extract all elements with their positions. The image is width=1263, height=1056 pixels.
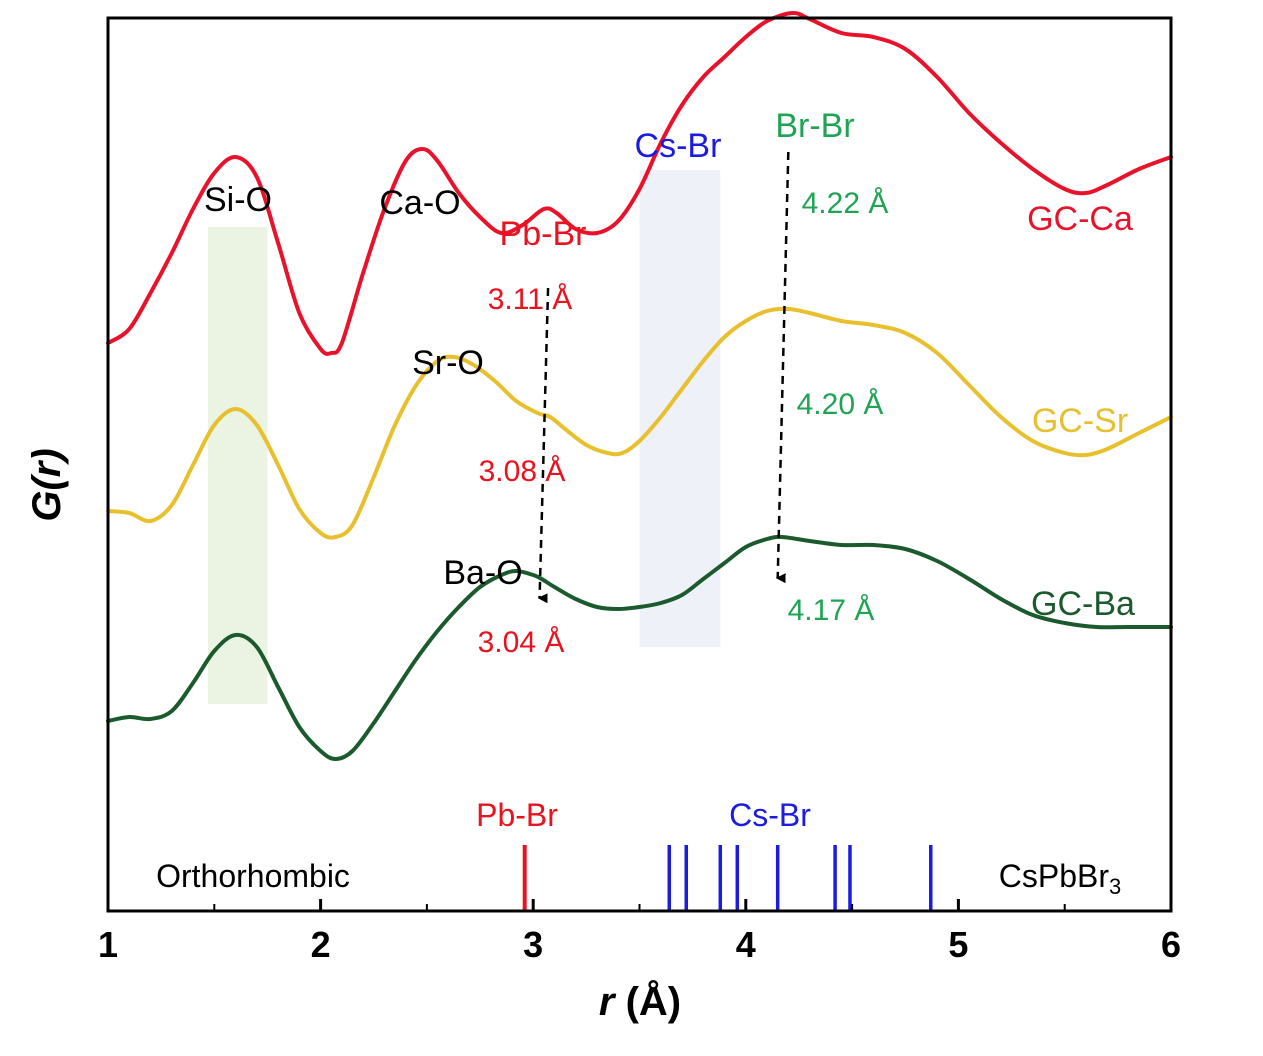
x-tick-label: 3 (523, 924, 543, 965)
x-axis-title-italic: r (599, 980, 617, 1024)
x-tick-label: 1 (98, 924, 118, 965)
series-label-gc-sr: GC-Sr (1032, 402, 1128, 440)
ca-pb-br-distance: 3.11 Å (488, 283, 573, 316)
x-tick-label: 4 (736, 924, 756, 965)
ca-br-br-distance: 4.22 Å (802, 187, 889, 220)
reference-cs-br-label: Cs-Br (729, 797, 811, 833)
reference-compound-label: CsPbBr3 (999, 858, 1122, 899)
compound-subscript: 3 (1109, 874, 1121, 899)
reference-pb-br-label: Pb-Br (476, 797, 558, 833)
pb-br-shift-arrow (537, 287, 550, 604)
y-axis-title: G(r) (25, 448, 69, 521)
ba-o-label: Ba-O (443, 554, 522, 592)
compound-main: CsPbBr (999, 858, 1110, 894)
series-layer (106, 10, 1173, 761)
x-tick-label: 6 (1161, 924, 1181, 965)
ba-pb-br-distance: 3.04 Å (478, 626, 565, 659)
br-br-shift-arrow (775, 151, 790, 584)
si-o-label: Si-O (204, 181, 272, 219)
cs-br-band (639, 170, 721, 647)
sr-o-label: Sr-O (412, 344, 484, 382)
x-tick-label: 5 (948, 924, 968, 965)
br-br-label: Br-Br (775, 107, 854, 145)
x-tick-label: 2 (311, 924, 331, 965)
x-axis-title: r (Å) (599, 979, 681, 1024)
series-line-gc-ba (106, 534, 1173, 761)
x-axis-ticks: 1 2 3 4 5 6 (98, 899, 1181, 965)
sr-br-br-distance: 4.20 Å (797, 388, 884, 421)
si-o-band (207, 227, 268, 704)
ca-o-label: Ca-O (379, 184, 460, 222)
pb-br-label: Pb-Br (500, 215, 587, 253)
annotations: Si-O Ca-O Sr-O Ba-O Pb-Br Cs-Br Br-Br 3.… (156, 107, 1135, 899)
series-line-gc-ca (106, 10, 1173, 356)
reference-sticks (522, 845, 933, 911)
ba-br-br-distance: 4.17 Å (788, 594, 875, 627)
x-axis-title-unit: (Å) (614, 979, 681, 1024)
series-label-gc-ca: GC-Ca (1027, 200, 1133, 238)
series-label-gc-ba: GC-Ba (1031, 585, 1135, 623)
cs-br-label: Cs-Br (635, 127, 722, 165)
series-line-gc-sr (106, 306, 1173, 540)
arrow-layer (537, 151, 790, 604)
shaded-bands (207, 170, 721, 704)
reference-phase-label: Orthorhombic (156, 858, 350, 894)
sr-pb-br-distance: 3.08 Å (479, 455, 566, 488)
